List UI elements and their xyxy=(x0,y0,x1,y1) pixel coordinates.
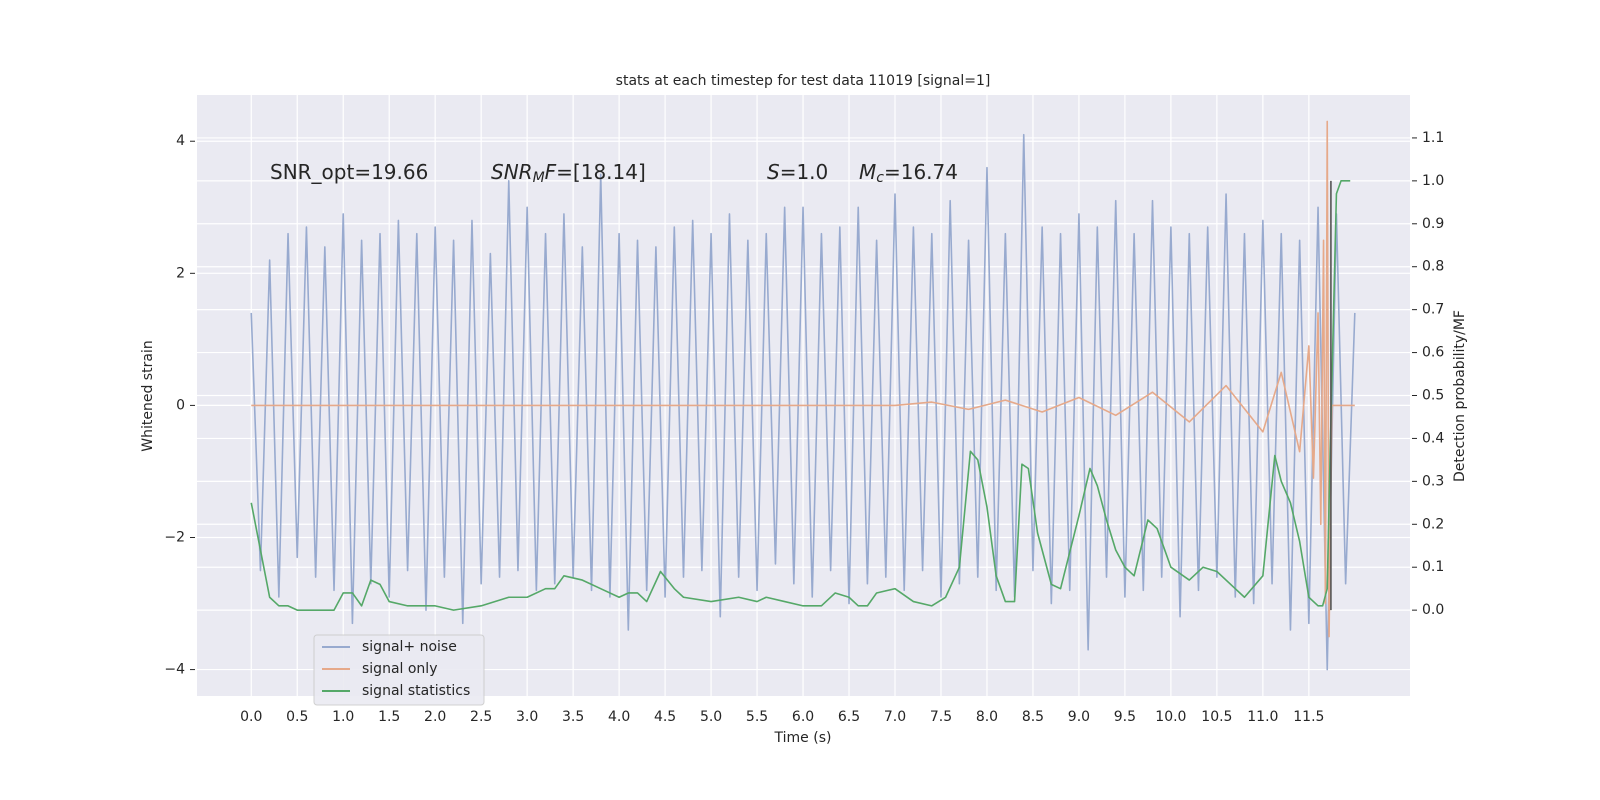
legend-label: signal+ noise xyxy=(362,639,457,655)
legend-label: signal only xyxy=(362,661,437,677)
series-line xyxy=(251,120,1355,638)
annotation-part: SNR xyxy=(491,160,533,184)
x-tick-label: 10.5 xyxy=(1201,709,1232,725)
x-tick-label: 3.0 xyxy=(516,709,538,725)
annotation: Mc=16.74 xyxy=(859,160,958,187)
annotation-part: =1.0 xyxy=(780,160,829,184)
x-tick-label: 6.5 xyxy=(838,709,860,725)
x-tick-label: 0.0 xyxy=(240,709,262,725)
y-tick-label: 4 xyxy=(176,133,185,149)
x-tick-label: 4.5 xyxy=(654,709,676,725)
annotation: SNRMF=[18.14] xyxy=(491,160,646,187)
x-tick-label: 8.0 xyxy=(976,709,998,725)
y2-tick-label: 1.0 xyxy=(1422,173,1444,189)
annotation-part: =[18.14] xyxy=(556,160,646,184)
y-tick-label: −4 xyxy=(164,662,185,678)
y2-tick-label: 0.3 xyxy=(1422,473,1444,489)
x-tick-label: 1.0 xyxy=(332,709,354,725)
chart-title: stats at each timestep for test data 110… xyxy=(616,73,991,89)
y2-tick-label: 0.8 xyxy=(1422,259,1444,275)
x-tick-label: 6.0 xyxy=(792,709,814,725)
x-tick-label: 5.0 xyxy=(700,709,722,725)
x-tick-label: 9.5 xyxy=(1114,709,1136,725)
x-tick-label: 2.5 xyxy=(470,709,492,725)
annotation-part: c xyxy=(876,170,884,186)
annotation-part: M xyxy=(533,170,545,186)
y2-tick-label: 0.1 xyxy=(1422,559,1444,575)
marks xyxy=(250,120,1356,671)
legend-label: signal statistics xyxy=(362,683,470,699)
annotation-part: SNR_opt=19.66 xyxy=(270,160,428,184)
y2-tick-label: 0.5 xyxy=(1422,388,1444,404)
annotation: S=1.0 xyxy=(767,160,828,184)
y2-tick-label: 0.0 xyxy=(1422,602,1444,618)
annotation-part: F xyxy=(545,160,557,184)
x-tick-label: 5.5 xyxy=(746,709,768,725)
x-tick-label: 3.5 xyxy=(562,709,584,725)
y2-tick-label: 0.9 xyxy=(1422,216,1444,232)
x-tick-label: 11.5 xyxy=(1293,709,1324,725)
y-tick-label: −2 xyxy=(164,529,185,545)
y-tick-label: 2 xyxy=(176,265,185,281)
annotation-part: M xyxy=(859,160,876,184)
x-tick-label: 8.5 xyxy=(1022,709,1044,725)
annotation-part: S xyxy=(767,160,780,184)
x-tick-label: 7.0 xyxy=(884,709,906,725)
y2-tick-label: 0.6 xyxy=(1422,345,1444,361)
y2-tick-label: 0.7 xyxy=(1422,302,1444,318)
y-tick-label: 0 xyxy=(176,397,185,413)
annotation: SNR_opt=19.66 xyxy=(270,160,428,184)
annotation-part: =16.74 xyxy=(884,160,958,184)
x-tick-label: 4.0 xyxy=(608,709,630,725)
labels: 0.0 0.5 1.0 1.5 2.0 2.5 3.0 3.5 4.0 4.5 5.0 5.5 6.0 6… xyxy=(164,130,1444,725)
x-tick-label: 0.5 xyxy=(286,709,308,725)
series-line xyxy=(250,133,1356,671)
legend-box xyxy=(313,634,485,706)
x-tick-label: 1.5 xyxy=(378,709,400,725)
y2-tick-label: 0.4 xyxy=(1422,430,1444,446)
y-axis-label: Whitened strain xyxy=(140,340,156,451)
x-axis-label: Time (s) xyxy=(774,730,832,746)
x-tick-label: 9.0 xyxy=(1068,709,1090,725)
x-tick-label: 2.0 xyxy=(424,709,446,725)
series-line xyxy=(250,180,1351,611)
x-tick-label: 10.0 xyxy=(1155,709,1186,725)
y2-tick-label: 1.1 xyxy=(1422,130,1444,146)
y2-axis-label: Detection probability/MF xyxy=(1452,310,1468,482)
x-tick-label: 7.5 xyxy=(930,709,952,725)
x-tick-label: 11.0 xyxy=(1247,709,1278,725)
legend: signal+ noise signal only signal statistic… xyxy=(313,634,485,706)
y2-tick-label: 0.2 xyxy=(1422,516,1444,532)
